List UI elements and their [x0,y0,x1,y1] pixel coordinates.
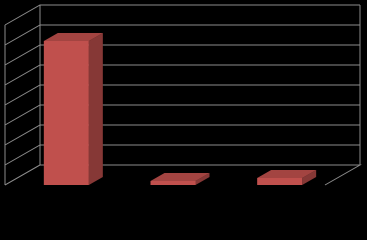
grid-line [4,44,360,66]
chart [4,4,362,186]
grid-line [4,4,360,26]
grid-line [4,104,360,126]
grid-line [4,144,360,166]
grid-line [4,84,360,106]
grid-line [4,164,360,186]
bar [43,41,89,185]
grid-line [4,124,360,146]
bar-top [43,33,103,41]
bar-side [88,33,103,185]
bar-side [302,170,317,185]
grid-line [4,64,360,86]
bar [150,181,196,185]
page: {"chart_data": {"type": "bar3d", "catego… [4,4,362,186]
bar [257,178,303,185]
bar-side [195,173,210,185]
bar-top [257,170,317,178]
grid-line [4,24,360,46]
bar-top [150,173,210,181]
